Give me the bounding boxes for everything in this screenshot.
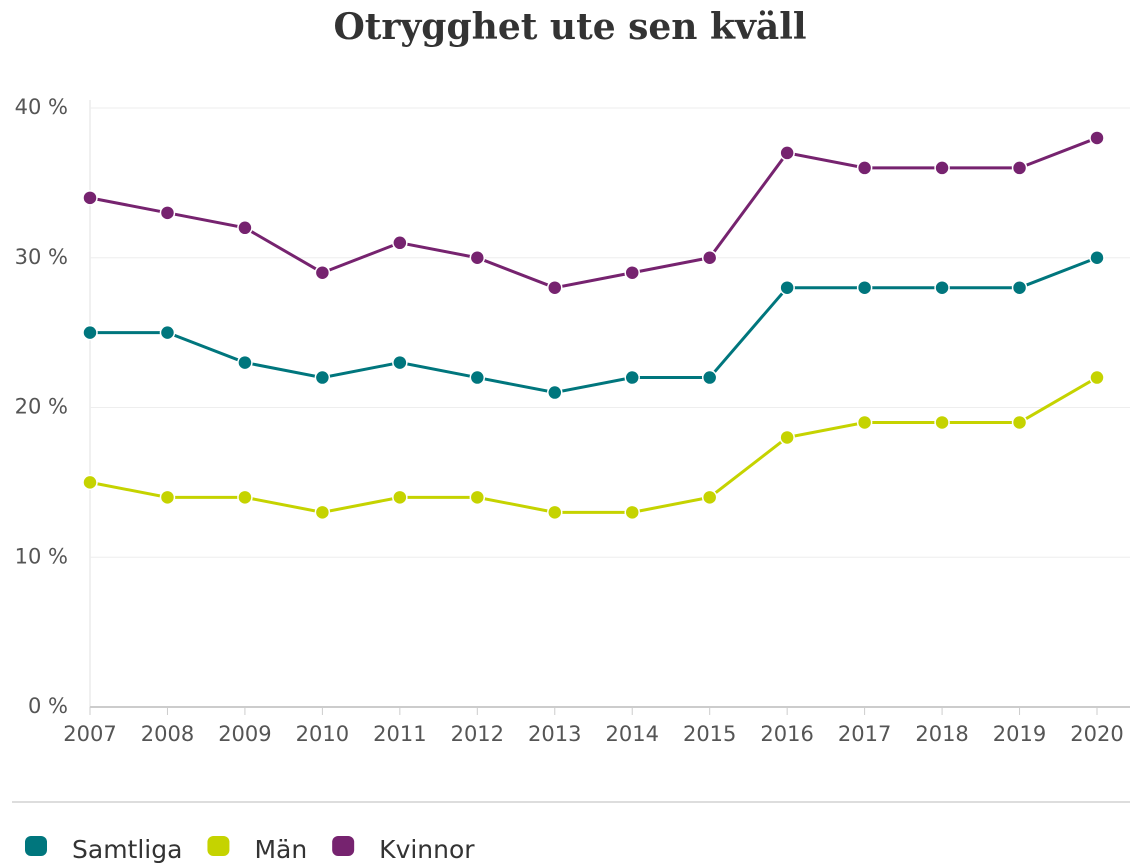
data-point <box>392 489 408 506</box>
data-point <box>856 414 873 431</box>
data-point <box>934 279 950 296</box>
series-line <box>89 136 1098 290</box>
x-tick-label: 2007 <box>63 722 116 746</box>
data-point <box>1089 250 1105 266</box>
series-line <box>90 256 1098 395</box>
data-point <box>469 369 486 386</box>
y-tick-label: 30 % <box>15 245 68 269</box>
data-point <box>701 250 718 266</box>
data-point <box>856 279 873 296</box>
legend-label: Samtliga <box>72 835 182 863</box>
y-tick-label: 40 % <box>15 95 68 119</box>
chart-title: Otrygghet ute sen kväll <box>333 6 806 48</box>
x-tick-label: 2017 <box>838 722 891 746</box>
data-point <box>934 414 950 431</box>
x-tick-label: 2012 <box>451 722 504 746</box>
data-point <box>159 205 176 221</box>
data-point <box>82 190 98 206</box>
y-tick-label: 20 % <box>15 395 68 419</box>
data-point <box>934 160 950 176</box>
y-tick-label: 10 % <box>15 544 68 568</box>
data-point <box>1011 160 1028 176</box>
data-point <box>547 504 563 521</box>
data-point <box>1011 279 1028 296</box>
data-point <box>1011 414 1028 431</box>
data-point <box>701 369 718 386</box>
data-point <box>314 504 331 521</box>
data-point <box>779 145 795 161</box>
legend-swatch <box>207 836 230 856</box>
x-tick-label: 2020 <box>1070 722 1123 746</box>
data-point <box>314 369 331 386</box>
data-point <box>469 250 486 266</box>
x-tick-label: 2018 <box>915 722 968 746</box>
legend-swatch <box>25 836 47 856</box>
x-tick-label: 2011 <box>373 722 426 746</box>
x-tick-label: 2014 <box>606 722 659 746</box>
data-point <box>624 369 640 386</box>
data-point <box>159 489 176 506</box>
y-tick-label: 0 % <box>28 694 68 718</box>
data-point <box>701 489 718 506</box>
data-point <box>779 279 795 296</box>
data-point <box>237 489 253 506</box>
data-point <box>779 429 795 446</box>
data-point <box>624 504 640 521</box>
x-tick-label: 2010 <box>296 722 349 746</box>
data-point <box>1089 369 1105 386</box>
x-tick-label: 2008 <box>141 722 194 746</box>
x-tick-label: 2009 <box>218 722 271 746</box>
data-point <box>856 160 873 176</box>
data-point <box>82 324 98 341</box>
x-tick-label: 2015 <box>683 722 736 746</box>
x-tick-label: 2013 <box>528 722 581 746</box>
data-point <box>237 354 253 371</box>
series-line <box>89 376 1098 514</box>
data-point <box>1089 130 1105 146</box>
data-point <box>314 264 331 281</box>
legend: Samtliga Män Kvinnor <box>25 835 475 863</box>
data-point <box>547 384 563 401</box>
legend-swatch <box>332 836 355 856</box>
data-point <box>237 220 253 236</box>
legend-label: Män <box>254 835 307 863</box>
x-tick-label: 2019 <box>993 722 1046 746</box>
data-point <box>469 489 486 506</box>
data-point <box>392 354 408 371</box>
x-tick-label: 2016 <box>760 722 813 746</box>
data-point <box>159 324 176 341</box>
data-point <box>624 264 640 281</box>
legend-label: Kvinnor <box>379 835 475 863</box>
data-point <box>392 235 408 251</box>
data-point <box>547 279 563 296</box>
data-point <box>82 474 98 491</box>
